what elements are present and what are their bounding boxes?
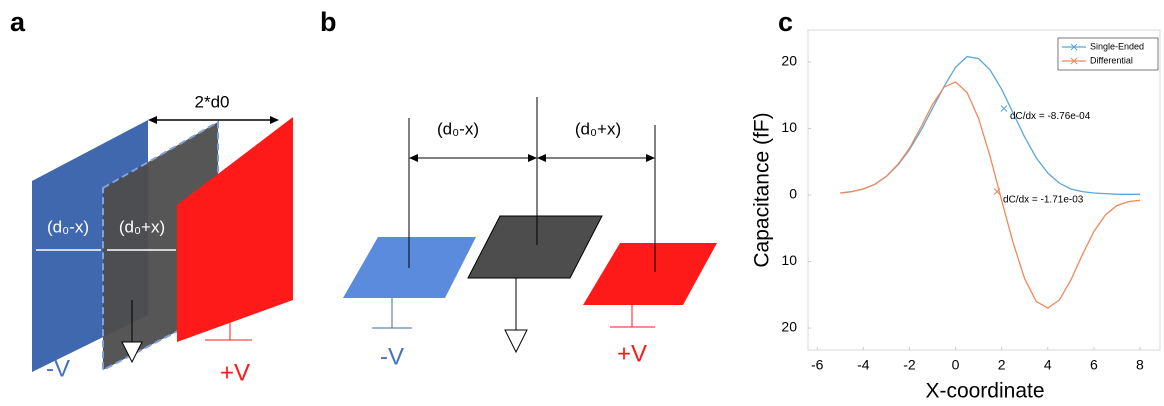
y-tick-label: 0 bbox=[789, 186, 797, 202]
y-tick-label: 10 bbox=[781, 119, 797, 135]
panel-label: b bbox=[320, 7, 337, 37]
legend-label: Differential bbox=[1090, 55, 1133, 65]
gap-label: (d₀-x) bbox=[437, 119, 479, 138]
gap-label: (d₀+x) bbox=[119, 217, 165, 236]
x-tick-label: 8 bbox=[1136, 357, 1144, 373]
gap-label: (d₀-x) bbox=[47, 217, 89, 236]
x-tick-label: 2 bbox=[998, 357, 1006, 373]
voltage-label: +V bbox=[617, 340, 647, 367]
gap-label: (d₀+x) bbox=[575, 119, 621, 138]
arrowhead bbox=[148, 116, 157, 124]
panel-b: b (d₀-x) (d₀+x) -V +V bbox=[320, 7, 717, 370]
series-line bbox=[840, 57, 1140, 195]
panel-a: a 2*d0 (d₀-x) (d₀+x) -V +V bbox=[10, 7, 293, 386]
page: a 2*d0 (d₀-x) (d₀+x) -V +V b (d₀-x) (d₀ bbox=[0, 0, 1164, 406]
y-tick-label: 20 bbox=[781, 319, 797, 335]
annotation: dC/dx = -8.76e-04 bbox=[1010, 111, 1091, 122]
y-tick-label: 10 bbox=[781, 252, 797, 268]
x-tick-label: 4 bbox=[1044, 357, 1052, 373]
voltage-label: +V bbox=[220, 359, 250, 386]
x-tick-label: -2 bbox=[903, 357, 916, 373]
x-tick-label: 6 bbox=[1090, 357, 1098, 373]
arrowhead bbox=[409, 154, 418, 162]
y-axis-title: Capacitance (fF) bbox=[751, 112, 774, 267]
marker bbox=[1001, 106, 1007, 112]
x-tick-label: 0 bbox=[952, 357, 960, 373]
lead bbox=[610, 305, 655, 327]
legend-label: Single-Ended bbox=[1090, 41, 1144, 51]
x-axis-title: X-coordinate bbox=[925, 380, 1044, 403]
figure: a 2*d0 (d₀-x) (d₀+x) -V +V b (d₀-x) (d₀ bbox=[0, 0, 1164, 406]
arrowhead bbox=[537, 154, 546, 162]
plate-gray bbox=[468, 216, 602, 278]
arrowhead bbox=[528, 154, 537, 162]
panel-label: a bbox=[10, 7, 26, 37]
arrowhead bbox=[270, 116, 279, 124]
x-tick-label: -6 bbox=[811, 357, 824, 373]
annotation: dC/dx = -1.71e-03 bbox=[1003, 194, 1084, 205]
voltage-label: -V bbox=[380, 343, 404, 370]
series-line bbox=[840, 82, 1140, 308]
x-tick-label: -4 bbox=[857, 357, 870, 373]
y-tick-label: 20 bbox=[781, 53, 797, 69]
arrowhead bbox=[646, 154, 655, 162]
panel-c: c X-coordinate Capacitance (fF) 20100102… bbox=[751, 7, 1160, 402]
voltage-label: -V bbox=[46, 355, 70, 382]
lead bbox=[372, 298, 412, 328]
ground bbox=[505, 330, 527, 352]
panel-label: c bbox=[778, 7, 793, 37]
spacing-label: 2*d0 bbox=[195, 92, 230, 111]
plate-red bbox=[583, 243, 717, 305]
